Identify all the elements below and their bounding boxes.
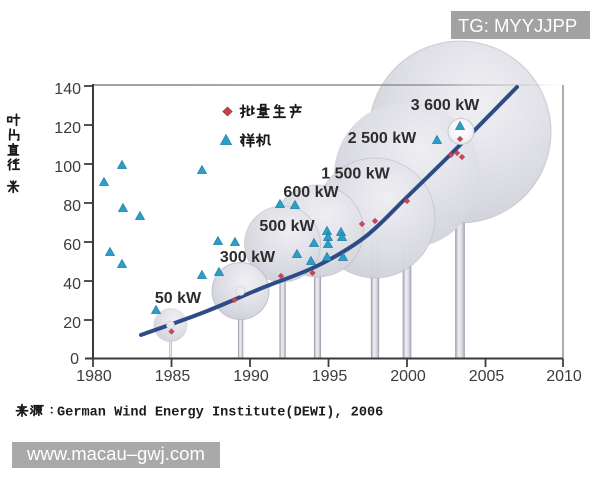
svg-text:www.macau–gwj.com: www.macau–gwj.com	[26, 443, 205, 464]
svg-text:60: 60	[63, 237, 81, 254]
svg-text:TG: MYYJJPP: TG: MYYJJPP	[458, 15, 577, 36]
svg-text:600 kW: 600 kW	[283, 184, 339, 201]
svg-text:2010: 2010	[546, 368, 582, 385]
svg-text:50 kW: 50 kW	[155, 290, 202, 307]
svg-text:40: 40	[63, 276, 81, 293]
svg-text:0: 0	[70, 351, 79, 368]
svg-text:20: 20	[63, 315, 81, 332]
svg-text:1995: 1995	[312, 368, 348, 385]
svg-text:1985: 1985	[155, 368, 191, 385]
svg-text:2000: 2000	[390, 368, 426, 385]
svg-text:German Wind Energy Institute(D: German Wind Energy Institute(DEWI), 2006	[57, 406, 383, 421]
svg-text:1 500 kW: 1 500 kW	[321, 166, 390, 183]
svg-text:100: 100	[54, 159, 81, 176]
svg-text:140: 140	[54, 81, 81, 98]
svg-text:2 500 kW: 2 500 kW	[348, 130, 417, 147]
svg-text:300 kW: 300 kW	[220, 249, 276, 266]
svg-text:500 kW: 500 kW	[259, 218, 315, 235]
svg-text:2005: 2005	[469, 368, 505, 385]
svg-text:1980: 1980	[76, 368, 112, 385]
svg-text:120: 120	[54, 120, 81, 137]
svg-text:1990: 1990	[233, 368, 269, 385]
svg-text:3 600 kW: 3 600 kW	[411, 97, 480, 114]
svg-text:80: 80	[63, 198, 81, 215]
